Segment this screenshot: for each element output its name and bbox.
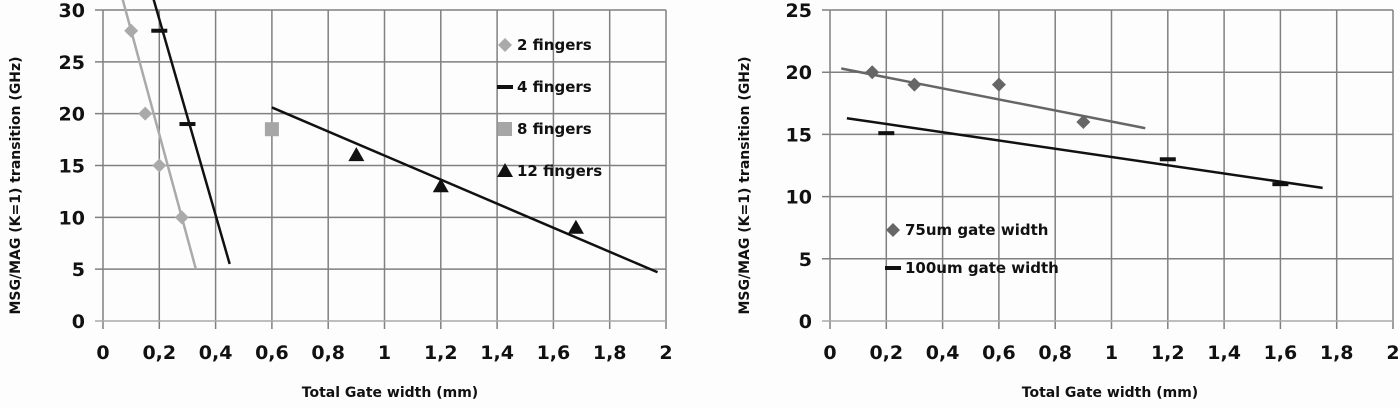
series-12-fingers xyxy=(271,106,659,274)
chart-1: 0 0,2 0,4 0,6 0,8 1 1,2 1,4 1,6 1,8 2051015202530T… xyxy=(8,0,673,401)
series-75um-gate-width xyxy=(841,65,1146,130)
legend-item: 100um gate width xyxy=(885,259,1059,277)
y-tick-label: 15 xyxy=(786,124,812,146)
x-tick-label: 1 xyxy=(1105,342,1118,364)
x-tick-label: 1,6 xyxy=(1264,342,1298,364)
y-tick-label: 0 xyxy=(72,311,85,333)
x-tick-label: 0 xyxy=(823,342,836,364)
legend-label: 8 fingers xyxy=(517,120,592,138)
grid xyxy=(822,9,1394,329)
triangle-marker xyxy=(567,219,584,234)
x-tick-label: 2 xyxy=(1386,342,1399,364)
chart-2: 0 0,2 0,4 0,6 0,8 1 1,2 1,4 1,6 1,8 20510152025Tot… xyxy=(737,0,1400,401)
square-marker xyxy=(264,122,279,137)
y-tick-label: 10 xyxy=(786,187,812,209)
diamond-marker xyxy=(886,223,900,237)
trendline xyxy=(841,67,1146,130)
y-tick-label: 15 xyxy=(59,156,85,178)
legend-label: 75um gate width xyxy=(905,221,1048,239)
series-100um-gate-width xyxy=(846,116,1323,190)
triangle-marker xyxy=(348,147,365,162)
x-axis-label: Total Gate width (mm) xyxy=(302,385,478,401)
square-marker xyxy=(498,122,512,136)
y-tick-label: 10 xyxy=(59,207,85,229)
dash-marker xyxy=(151,28,168,33)
diamond-marker xyxy=(124,23,139,38)
x-tick-label: 0,6 xyxy=(982,342,1016,364)
legend-item: 75um gate width xyxy=(886,221,1048,239)
x-tick-label: 2 xyxy=(659,342,672,364)
diamond-marker xyxy=(152,158,167,173)
grid xyxy=(95,9,667,329)
series-2-fingers xyxy=(121,0,198,270)
y-tick-label: 5 xyxy=(799,249,812,271)
x-tick-label: 1,4 xyxy=(480,342,514,364)
triangle-marker xyxy=(497,163,513,177)
trendline xyxy=(846,116,1323,190)
diamond-marker xyxy=(865,65,880,80)
diamond-marker xyxy=(498,38,512,52)
legend-item: 12 fingers xyxy=(497,162,602,180)
x-tick-label: 1,8 xyxy=(1320,342,1354,364)
diamond-marker xyxy=(1076,114,1091,129)
x-tick-label: 0,4 xyxy=(926,342,960,364)
legend-label: 4 fingers xyxy=(517,78,592,96)
y-tick-label: 30 xyxy=(59,0,85,22)
dash-marker xyxy=(885,266,901,270)
dash-marker xyxy=(878,131,895,136)
x-tick-label: 1,2 xyxy=(1151,342,1185,364)
x-axis-label: Total Gate width (mm) xyxy=(1022,385,1198,401)
legend-item: 2 fingers xyxy=(498,36,592,54)
legend-item: 8 fingers xyxy=(498,120,592,138)
x-tick-label: 0,6 xyxy=(255,342,289,364)
legend-label: 12 fingers xyxy=(517,162,602,180)
dash-marker xyxy=(1272,182,1289,187)
y-tick-label: 20 xyxy=(786,62,812,84)
y-axis-label: MSG/MAG (K=1) transition (GHz) xyxy=(737,57,753,315)
y-tick-label: 25 xyxy=(59,52,85,74)
x-tick-label: 1,6 xyxy=(537,342,571,364)
trendline xyxy=(152,0,231,265)
y-tick-label: 5 xyxy=(72,259,85,281)
x-tick-label: 0,4 xyxy=(199,342,233,364)
y-tick-label: 20 xyxy=(59,104,85,126)
x-tick-label: 0,8 xyxy=(311,342,345,364)
dash-marker xyxy=(497,85,513,89)
diamond-marker xyxy=(991,77,1006,92)
y-axis-label: MSG/MAG (K=1) transition (GHz) xyxy=(8,57,24,315)
trendline xyxy=(121,0,198,270)
x-tick-label: 1,8 xyxy=(593,342,627,364)
x-tick-label: 1,2 xyxy=(424,342,458,364)
x-tick-label: 1 xyxy=(378,342,391,364)
legend-label: 2 fingers xyxy=(517,36,592,54)
diamond-marker xyxy=(174,210,189,225)
legend-item: 4 fingers xyxy=(497,78,592,96)
x-tick-label: 0,2 xyxy=(142,342,176,364)
series-8-fingers xyxy=(264,122,279,137)
x-tick-label: 0 xyxy=(96,342,109,364)
diamond-marker xyxy=(138,106,153,121)
series-4-fingers xyxy=(151,0,231,265)
trendline xyxy=(271,106,659,274)
x-tick-label: 0,2 xyxy=(869,342,903,364)
legend-label: 100um gate width xyxy=(905,259,1059,277)
diamond-marker xyxy=(907,77,922,92)
x-tick-label: 0,8 xyxy=(1038,342,1072,364)
y-tick-label: 25 xyxy=(786,0,812,22)
x-tick-label: 1,4 xyxy=(1207,342,1241,364)
dash-marker xyxy=(179,122,196,127)
y-tick-label: 0 xyxy=(799,311,812,333)
dash-marker xyxy=(1159,157,1176,162)
triangle-marker xyxy=(432,178,449,193)
